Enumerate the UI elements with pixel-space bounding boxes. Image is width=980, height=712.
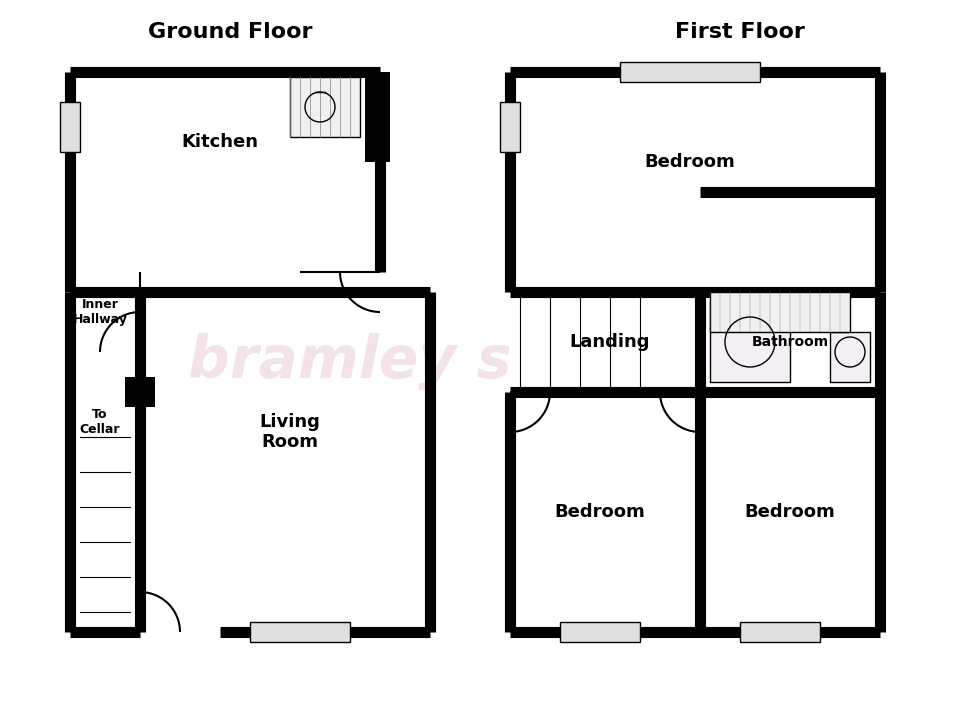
Bar [60, 102, 80, 152]
Text: Living
Room: Living Room [260, 412, 320, 451]
Bar [710, 302, 790, 382]
Text: Bathroom: Bathroom [752, 335, 828, 349]
Bar [290, 77, 360, 137]
Bar [710, 292, 850, 332]
Text: To
Cellar: To Cellar [79, 408, 121, 436]
Text: Bedroom: Bedroom [555, 503, 646, 521]
Text: Bedroom: Bedroom [745, 503, 835, 521]
Bar [620, 62, 760, 82]
Bar [365, 72, 390, 162]
Text: Bedroom: Bedroom [645, 153, 735, 171]
Text: First Floor: First Floor [675, 22, 805, 42]
Text: bramley s: bramley s [188, 333, 512, 390]
Text: Inner
Hallway: Inner Hallway [73, 298, 127, 326]
Bar [830, 332, 870, 382]
Bar [250, 622, 350, 642]
Bar [500, 102, 520, 152]
Bar [740, 622, 820, 642]
Bar [125, 377, 155, 407]
Text: Ground Floor: Ground Floor [148, 22, 313, 42]
Bar [560, 622, 640, 642]
Text: Landing: Landing [569, 333, 651, 351]
Text: Kitchen: Kitchen [181, 133, 259, 151]
